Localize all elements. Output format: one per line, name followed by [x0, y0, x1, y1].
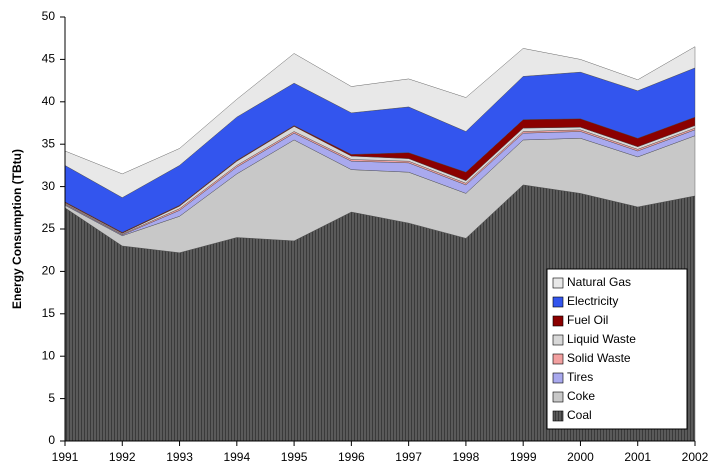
legend-swatch — [552, 315, 564, 327]
legend-label: Solid Waste — [567, 351, 631, 365]
y-tick-label: 10 — [42, 348, 56, 362]
y-tick-label: 50 — [42, 9, 56, 23]
y-tick-label: 20 — [42, 264, 56, 278]
x-tick-label: 2000 — [567, 450, 594, 464]
area — [64, 46, 696, 198]
legend-label: Electricity — [567, 294, 618, 308]
legend-label: Coal — [567, 408, 592, 422]
x-tick-label: 1994 — [223, 450, 250, 464]
x-tick-label: 1999 — [510, 450, 537, 464]
x-tick-label: 1998 — [453, 450, 480, 464]
y-tick-label: 45 — [42, 52, 56, 66]
y-axis-label: Energy Consumption (TBtu) — [10, 149, 24, 309]
x-tick-label: 2001 — [624, 450, 651, 464]
x-tick-label: 1993 — [166, 450, 193, 464]
x-tick-label: 1991 — [52, 450, 79, 464]
y-tick-label: 40 — [42, 94, 56, 108]
legend-label: Fuel Oil — [567, 313, 608, 327]
y-tick-label: 30 — [42, 179, 56, 193]
y-tick-label: 15 — [42, 306, 56, 320]
legend-label: Coke — [567, 389, 595, 403]
legend-swatch — [552, 296, 564, 308]
x-tick-label: 1996 — [338, 450, 365, 464]
legend-swatch — [552, 277, 564, 289]
x-tick-label: 2002 — [682, 450, 709, 464]
legend-swatch — [552, 334, 564, 346]
legend-label: Tires — [567, 370, 593, 384]
y-tick-label: 0 — [48, 433, 55, 447]
y-tick-label: 25 — [42, 221, 56, 235]
legend-swatch — [552, 391, 564, 403]
legend-swatch — [552, 410, 564, 422]
x-tick-label: 1995 — [281, 450, 308, 464]
legend-swatch — [552, 353, 564, 365]
legend-label: Liquid Waste — [567, 332, 636, 346]
x-tick-label: 1992 — [109, 450, 136, 464]
legend-swatch — [552, 372, 564, 384]
y-tick-label: 5 — [48, 391, 55, 405]
legend-label: Natural Gas — [567, 275, 631, 289]
y-tick-label: 35 — [42, 136, 56, 150]
legend-box — [546, 268, 688, 430]
x-tick-label: 1997 — [395, 450, 422, 464]
